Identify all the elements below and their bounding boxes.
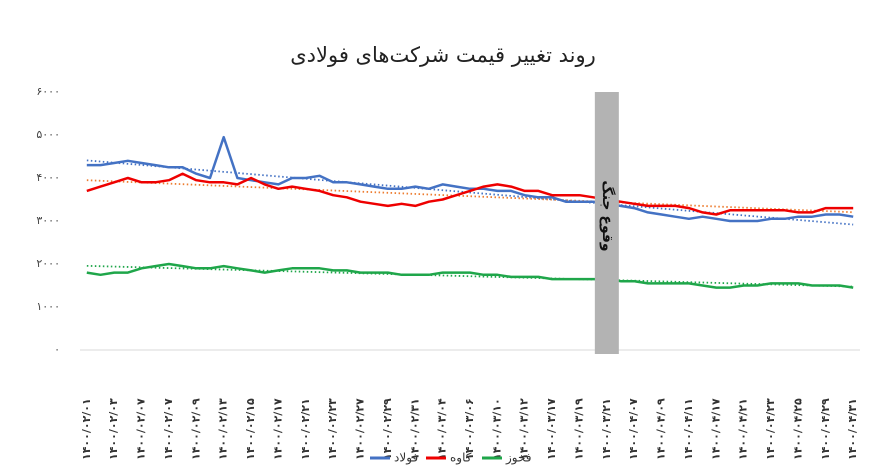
x-tick-label: ۱۴۰۰/۰۴/۱۱ <box>682 398 695 460</box>
x-tick-label: ۱۴۰۰/۰۲/۰۹ <box>189 398 202 460</box>
x-tick-label: ۱۴۰۰/۰۲/۰۱ <box>80 398 93 460</box>
legend-label: کاوه <box>450 451 472 466</box>
x-tick-label: ۱۴۰۰/۰۴/۰۹ <box>655 398 668 460</box>
x-tick-label: ۱۴۰۰/۰۴/۲۱ <box>737 398 750 460</box>
x-tick-label: ۱۴۰۰/۰۲/۱۳ <box>217 398 230 460</box>
y-tick-label: ۶۰۰۰ <box>36 85 60 98</box>
x-tick-label: ۱۴۰۰/۰۴/۲۹ <box>819 398 832 460</box>
x-tick-label: ۱۴۰۰/۰۲/۰۷ <box>162 398 175 460</box>
x-tick-label: ۱۴۰۰/۰۲/۲۷ <box>354 398 367 460</box>
y-tick-label: ۳۰۰۰ <box>36 214 60 227</box>
y-tick-label: ۰ <box>54 343 60 356</box>
series-line <box>86 262 854 289</box>
x-tick-label: ۱۴۰۰/۰۴/۳۱ <box>846 398 859 460</box>
trend-line <box>86 159 854 226</box>
legend-label: فولاد <box>394 451 418 466</box>
x-tick-label: ۱۴۰۰/۰۴/۱۷ <box>709 398 722 460</box>
y-tick-label: ۱۰۰۰ <box>36 300 60 313</box>
x-tick-label: ۱۴۰۰/۰۲/۰۳ <box>107 398 120 460</box>
series-line <box>86 172 854 216</box>
x-tick-label: ۱۴۰۰/۰۳/۰۴ <box>436 398 449 460</box>
x-tick-label: ۱۴۰۰/۰۴/۲۳ <box>764 398 777 460</box>
x-tick-label: ۱۴۰۰/۰۳/۲۱ <box>600 398 613 460</box>
x-tick-label: ۱۴۰۰/۰۴/۲۵ <box>791 398 804 460</box>
x-tick-label: ۱۴۰۰/۰۴/۰۷ <box>627 398 640 460</box>
event-band <box>594 92 619 354</box>
x-tick-label: ۱۴۰۰/۰۲/۲۹ <box>381 398 394 460</box>
y-tick-label: ۲۰۰۰ <box>36 257 60 270</box>
x-tick-label: ۱۴۰۰/۰۳/۰۶ <box>463 398 476 460</box>
x-tick-label: ۱۴۰۰/۰۲/۱۵ <box>244 398 257 460</box>
chart-title: روند تغییر قیمت شرکت‌های فولادی <box>290 43 596 67</box>
x-tick-label: ۱۴۰۰/۰۲/۲۱ <box>299 398 312 460</box>
x-tick-label: ۱۴۰۰/۰۳/۱۲ <box>518 398 531 460</box>
x-tick-label: ۱۴۰۰/۰۳/۱۰ <box>490 398 503 460</box>
x-tick-label: ۱۴۰۰/۰۲/۲۳ <box>326 398 339 460</box>
x-tick-label: ۱۴۰۰/۰۲/۳۱ <box>408 398 421 460</box>
x-tick-label: ۱۴۰۰/۰۲/۱۷ <box>271 398 284 460</box>
series-line <box>86 135 854 223</box>
annotation: وقوع جنگ <box>599 180 616 251</box>
y-tick-label: ۵۰۰۰ <box>36 128 60 141</box>
legend-label: فخوز <box>505 451 531 466</box>
y-tick-label: ۴۰۰۰ <box>36 171 60 184</box>
x-tick-label: ۱۴۰۰/۰۳/۱۷ <box>545 398 558 460</box>
x-tick-label: ۱۴۰۰/۰۳/۱۹ <box>572 398 585 460</box>
x-tick-label: ۱۴۰۰/۰۲/۰۷ <box>135 398 148 460</box>
